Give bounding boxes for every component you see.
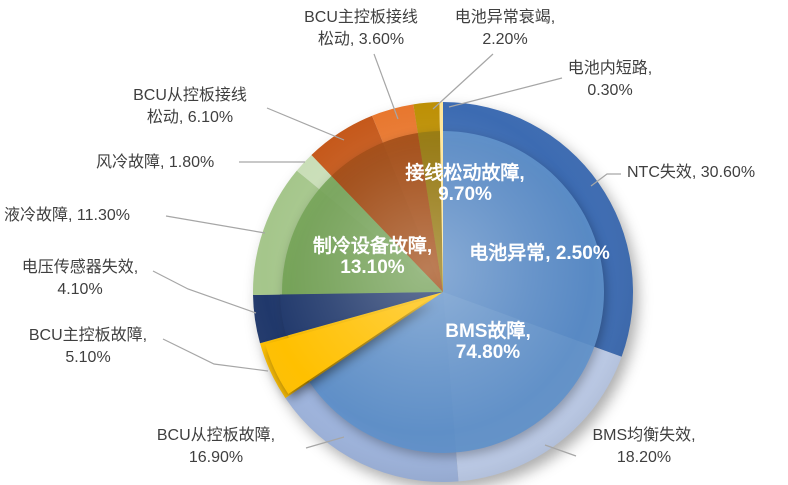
leader-bcu-master-fault <box>162 338 269 372</box>
leader-voltage-sensor <box>152 270 257 314</box>
label-air-cooling: 风冷故障, 1.80% <box>96 154 215 171</box>
group-label-cooling: 制冷设备故障, 13.10% <box>312 236 433 278</box>
label-bcu-master-wire: BCU主控板接线 松动, 3.60% <box>304 9 418 48</box>
leader-bms-balance <box>544 444 577 457</box>
group-label-wiring: 接线松动故障, 9.70% <box>405 163 525 205</box>
label-liquid-cooling: 液冷故障, 11.30% <box>4 207 130 224</box>
leader-bcu-master-wire <box>373 53 399 120</box>
label-battery-decay: 电池异常衰竭, 2.20% <box>454 9 556 48</box>
group-label-bms: BMS故障, 74.80% <box>445 321 531 363</box>
leader-lines <box>152 53 621 457</box>
label-ntc: NTC失效, 30.60% <box>627 164 756 181</box>
label-bcu-master-fault: BCU主控板故障, 5.10% <box>28 327 148 366</box>
pie-sheen <box>253 102 633 482</box>
leader-liquid-cooling <box>165 215 266 234</box>
leader-bcu-slave-fault <box>305 436 345 449</box>
group-label-battery: 电池异常, 2.50% <box>469 243 610 264</box>
leader-battery-decay <box>432 53 494 110</box>
leader-ntc <box>590 173 621 187</box>
label-voltage-sensor: 电压传感器失效, 4.10% <box>21 259 139 298</box>
leader-battery-short <box>448 77 563 108</box>
label-battery-short: 电池内短路, 0.30% <box>567 60 653 99</box>
leader-bcu-slave-wire <box>266 107 345 141</box>
label-bms-balance: BMS均衡失效, 18.20% <box>592 427 696 466</box>
label-bcu-slave-wire: BCU从控板接线 松动, 6.10% <box>133 87 247 126</box>
label-bcu-slave-fault: BCU从控板故障, 16.90% <box>156 427 276 466</box>
